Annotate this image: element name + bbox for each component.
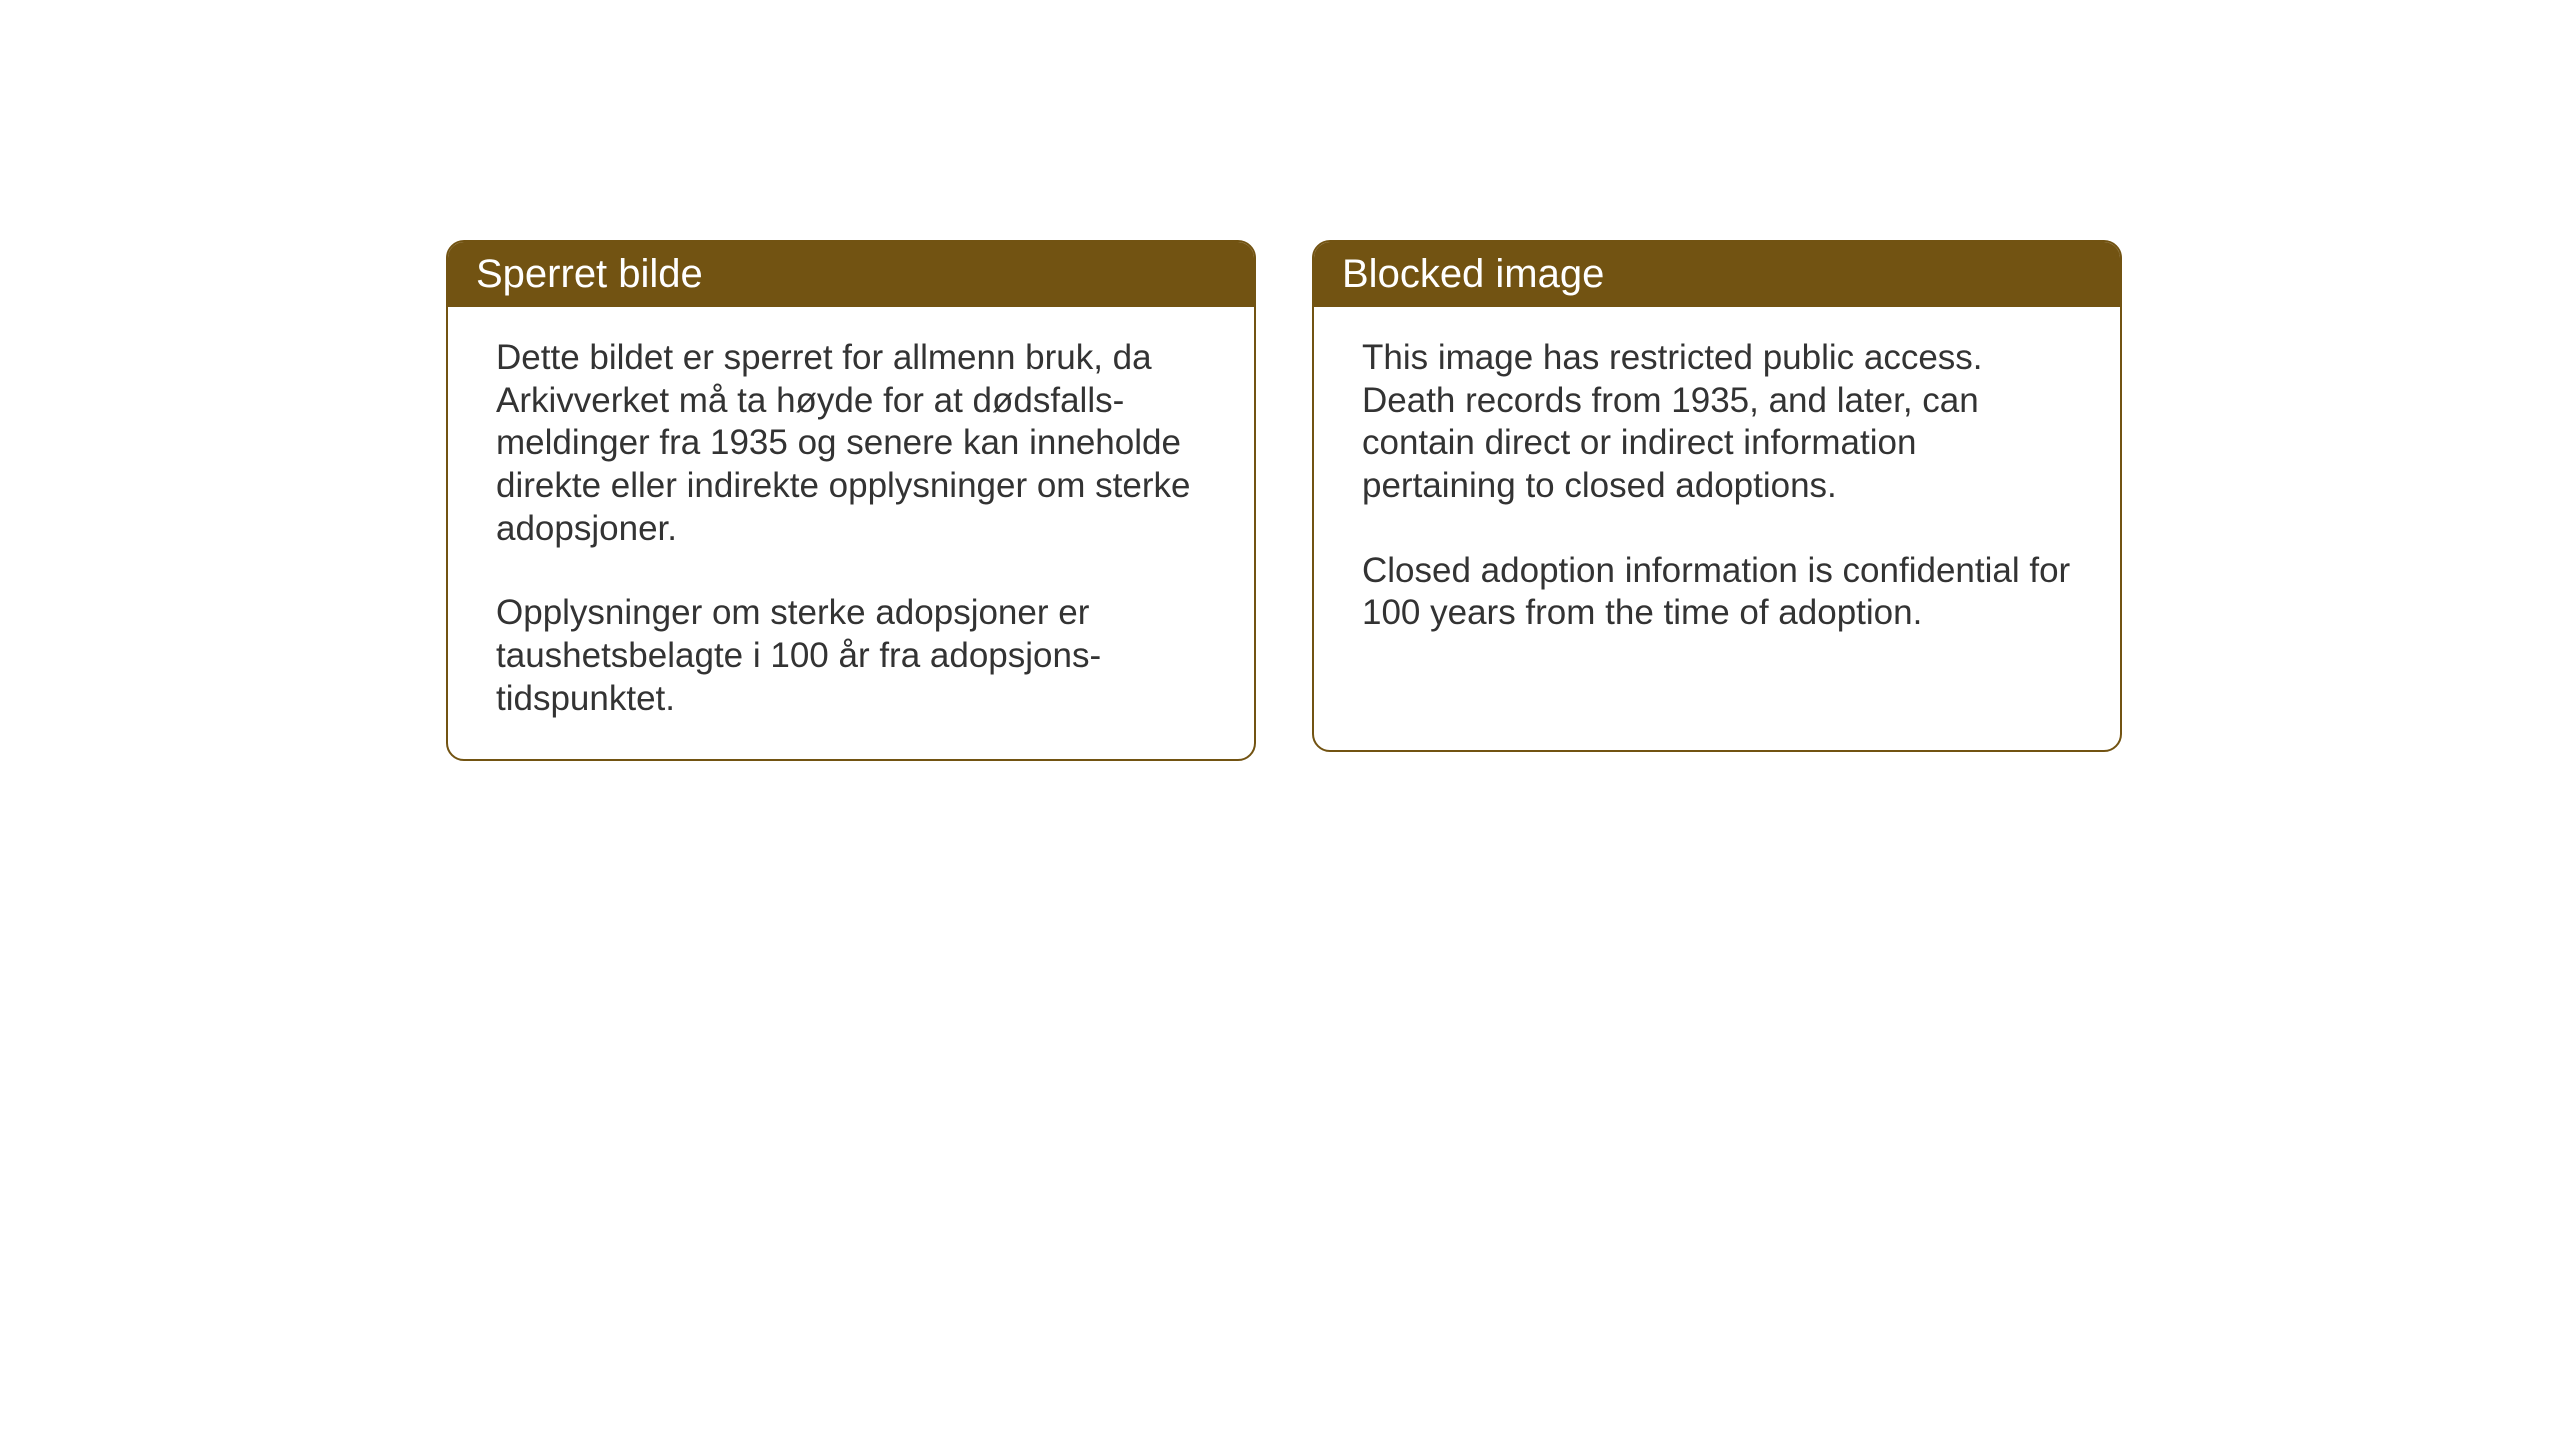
notice-container: Sperret bilde Dette bildet er sperret fo…: [446, 240, 2122, 761]
paragraph-2-english: Closed adoption information is confident…: [1362, 550, 2072, 635]
card-body-norwegian: Dette bildet er sperret for allmenn bruk…: [448, 307, 1254, 759]
paragraph-1-english: This image has restricted public access.…: [1362, 337, 2072, 508]
paragraph-1-norwegian: Dette bildet er sperret for allmenn bruk…: [496, 337, 1206, 550]
notice-card-english: Blocked image This image has restricted …: [1312, 240, 2122, 752]
card-body-english: This image has restricted public access.…: [1314, 307, 2120, 673]
card-title-norwegian: Sperret bilde: [476, 252, 703, 296]
card-title-english: Blocked image: [1342, 252, 1604, 296]
card-header-english: Blocked image: [1314, 242, 2120, 307]
paragraph-2-norwegian: Opplysninger om sterke adopsjoner er tau…: [496, 592, 1206, 720]
card-header-norwegian: Sperret bilde: [448, 242, 1254, 307]
notice-card-norwegian: Sperret bilde Dette bildet er sperret fo…: [446, 240, 1256, 761]
